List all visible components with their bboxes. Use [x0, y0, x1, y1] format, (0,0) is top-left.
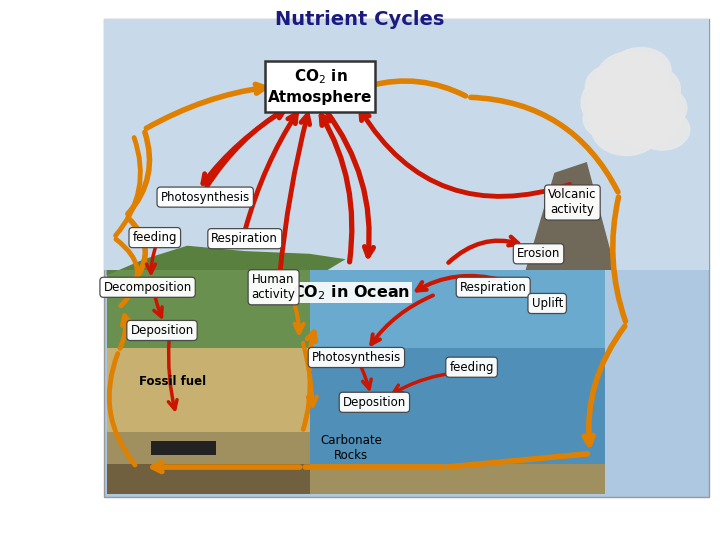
- Text: Respiration: Respiration: [460, 281, 526, 294]
- Circle shape: [616, 65, 680, 113]
- Polygon shape: [310, 464, 605, 494]
- Circle shape: [581, 71, 665, 134]
- Text: Photosynthesis: Photosynthesis: [161, 191, 250, 204]
- FancyBboxPatch shape: [104, 19, 709, 497]
- Polygon shape: [310, 270, 605, 348]
- Text: Nutrient Cycles: Nutrient Cycles: [275, 10, 445, 30]
- Text: Respiration: Respiration: [212, 232, 278, 245]
- Circle shape: [583, 97, 641, 140]
- Text: feeding: feeding: [132, 231, 177, 244]
- Polygon shape: [107, 432, 328, 464]
- Text: CO$_2$ in Ocean: CO$_2$ in Ocean: [292, 284, 410, 302]
- Text: Uplift: Uplift: [531, 297, 563, 310]
- Circle shape: [611, 48, 671, 93]
- Text: Human
activity: Human activity: [252, 273, 295, 301]
- Polygon shape: [107, 270, 328, 348]
- Circle shape: [607, 91, 682, 147]
- Polygon shape: [107, 348, 328, 432]
- Text: Erosion: Erosion: [517, 247, 560, 260]
- Circle shape: [626, 85, 687, 131]
- Text: feeding: feeding: [449, 361, 494, 374]
- Text: Decomposition: Decomposition: [104, 281, 192, 294]
- FancyBboxPatch shape: [151, 441, 216, 455]
- Text: Photosynthesis: Photosynthesis: [312, 351, 401, 364]
- FancyBboxPatch shape: [104, 19, 709, 270]
- Text: Fossil fuel: Fossil fuel: [139, 375, 207, 388]
- Circle shape: [596, 51, 668, 105]
- Polygon shape: [310, 348, 605, 494]
- Polygon shape: [526, 162, 616, 270]
- Text: Deposition: Deposition: [130, 324, 194, 337]
- Text: CO$_2$ in
Atmosphere: CO$_2$ in Atmosphere: [269, 68, 372, 105]
- Text: Deposition: Deposition: [343, 396, 406, 409]
- FancyBboxPatch shape: [265, 62, 376, 111]
- Polygon shape: [107, 246, 346, 275]
- Circle shape: [635, 109, 690, 150]
- Polygon shape: [107, 464, 328, 494]
- Circle shape: [592, 104, 661, 156]
- Text: Volcanic
activity: Volcanic activity: [548, 188, 597, 217]
- Text: Carbonate
Rocks: Carbonate Rocks: [320, 434, 382, 462]
- Circle shape: [585, 64, 646, 109]
